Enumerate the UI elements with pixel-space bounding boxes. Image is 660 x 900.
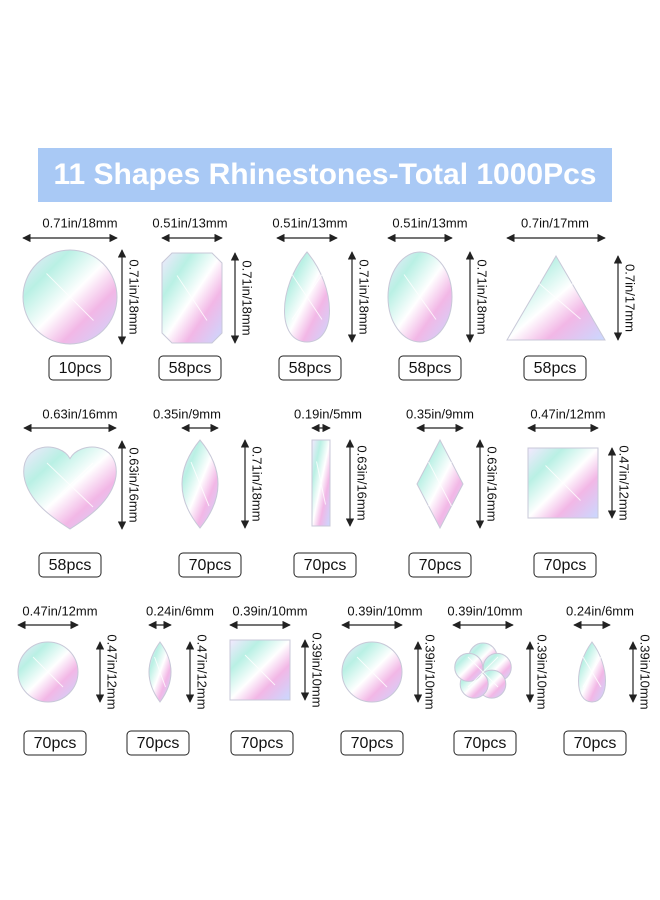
width-label: 0.47in/12mm <box>530 406 605 421</box>
width-label: 0.39in/10mm <box>447 603 522 618</box>
count-box <box>398 355 462 381</box>
height-label: 0.63in/16mm <box>355 445 370 520</box>
height-label: 0.63in/16mm <box>127 447 142 522</box>
height-label: 0.39in/10mm <box>638 634 653 709</box>
count-label: 70pcs <box>241 735 284 752</box>
rhinestone <box>454 642 512 699</box>
facets <box>356 656 388 688</box>
facets <box>190 461 210 507</box>
height-label: 0.39in/10mm <box>535 634 550 709</box>
count-box <box>158 355 222 381</box>
facets <box>428 461 452 507</box>
count-label: 70pcs <box>544 557 587 574</box>
facets <box>46 462 94 508</box>
count-box <box>230 730 294 756</box>
height-label: 0.63in/16mm <box>485 446 500 521</box>
width-label: 0.19in/5mm <box>294 406 362 421</box>
width-label: 0.63in/16mm <box>42 406 117 421</box>
height-label: 0.71in/18mm <box>475 259 490 334</box>
height-label: 0.71in/18mm <box>127 259 142 334</box>
count-label: 58pcs <box>169 360 212 377</box>
count-label: 70pcs <box>419 557 462 574</box>
facets <box>545 465 581 501</box>
facets <box>403 274 437 320</box>
width-label: 0.35in/9mm <box>406 406 474 421</box>
width-label: 0.24in/6mm <box>566 603 634 618</box>
height-label: 0.71in/18mm <box>240 260 255 335</box>
height-label: 0.47in/12mm <box>617 445 632 520</box>
count-label: 58pcs <box>289 360 332 377</box>
petal <box>454 652 484 682</box>
facets <box>154 656 166 688</box>
count-box <box>293 552 357 578</box>
height-label: 0.71in/18mm <box>250 446 265 521</box>
facets <box>46 273 94 321</box>
width-label: 0.39in/10mm <box>347 603 422 618</box>
height-label: 0.39in/10mm <box>423 634 438 709</box>
count-box <box>48 355 112 381</box>
facets <box>582 656 602 688</box>
title-banner <box>38 148 612 202</box>
width-label: 0.35in/9mm <box>153 406 221 421</box>
count-label: 70pcs <box>574 735 617 752</box>
facets <box>291 274 323 320</box>
width-label: 0.51in/13mm <box>272 215 347 230</box>
count-label: 70pcs <box>351 735 394 752</box>
count-label: 70pcs <box>464 735 507 752</box>
title: 11 Shapes Rhinestones-Total 1000Pcs <box>53 158 596 191</box>
facets <box>176 275 208 321</box>
height-label: 0.47in/12mm <box>195 634 210 709</box>
count-label: 58pcs <box>409 360 452 377</box>
count-label: 70pcs <box>304 557 347 574</box>
height-label: 0.47in/12mm <box>105 634 120 709</box>
width-label: 0.51in/13mm <box>152 215 227 230</box>
facets <box>531 276 581 320</box>
count-box <box>340 730 404 756</box>
count-label: 70pcs <box>34 735 77 752</box>
rhinestone <box>23 446 117 530</box>
count-label: 58pcs <box>534 360 577 377</box>
count-box <box>23 730 87 756</box>
count-box <box>533 552 597 578</box>
width-label: 0.39in/10mm <box>232 603 307 618</box>
count-box <box>563 730 627 756</box>
facets <box>467 656 499 688</box>
height-label: 0.71in/18mm <box>357 259 372 334</box>
count-label: 70pcs <box>137 735 180 752</box>
facets <box>32 656 64 688</box>
count-box <box>453 730 517 756</box>
height-label: 0.7in/17mm <box>623 264 638 332</box>
facets <box>244 654 276 686</box>
count-box <box>408 552 472 578</box>
width-label: 0.71in/18mm <box>42 215 117 230</box>
count-box <box>126 730 190 756</box>
height-label: 0.39in/10mm <box>310 632 325 707</box>
width-label: 0.47in/12mm <box>22 603 97 618</box>
count-label: 58pcs <box>49 557 92 574</box>
count-label: 70pcs <box>189 557 232 574</box>
count-box <box>178 552 242 578</box>
count-box <box>38 552 102 578</box>
width-label: 0.51in/13mm <box>392 215 467 230</box>
width-label: 0.24in/6mm <box>146 603 214 618</box>
count-label: 10pcs <box>59 360 102 377</box>
width-label: 0.7in/17mm <box>521 215 589 230</box>
facets <box>316 461 326 505</box>
count-box <box>278 355 342 381</box>
count-box <box>523 355 587 381</box>
